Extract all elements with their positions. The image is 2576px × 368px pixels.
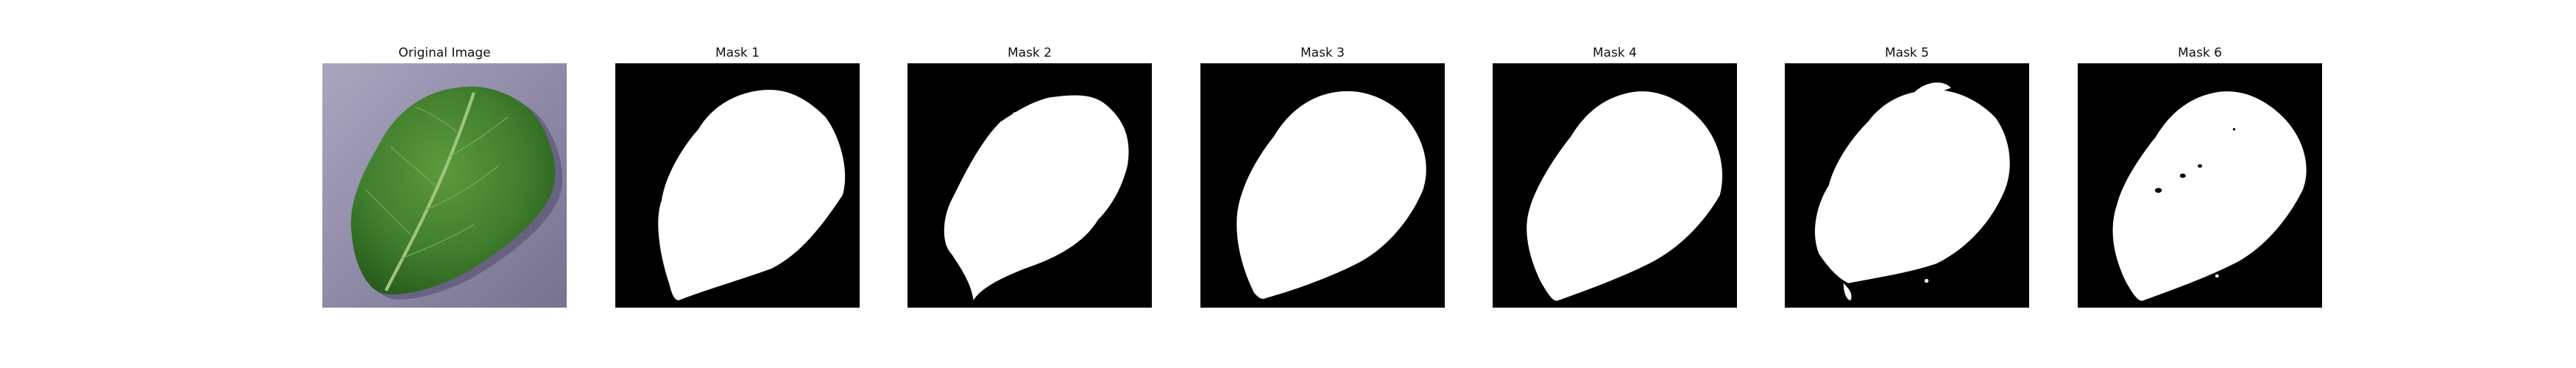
- panel-mask-2: Mask 2: [907, 44, 1152, 308]
- panel-title: Mask 5: [1884, 46, 1929, 60]
- panel-title: Mask 2: [1007, 46, 1052, 60]
- panel-title: Mask 4: [1592, 46, 1637, 60]
- panel-mask-1: Mask 1: [615, 44, 860, 308]
- original-leaf-photo: [322, 63, 567, 308]
- mask-4-image: [1493, 63, 1737, 308]
- panel-title: Mask 3: [1300, 46, 1345, 60]
- panel-mask-5: Mask 5: [1785, 44, 2029, 308]
- panel-mask-6: Mask 6: [2078, 44, 2322, 308]
- mask-3-image: [1200, 63, 1445, 308]
- panel-mask-3: Mask 3: [1200, 44, 1445, 308]
- mask-5-image: [1785, 63, 2029, 308]
- panel-title: Mask 6: [2177, 46, 2222, 60]
- panel-title: Original Image: [398, 46, 491, 60]
- panel-original-image: Original Image: [322, 44, 567, 308]
- mask-6-image: [2078, 63, 2322, 308]
- mask-2-image: [907, 63, 1152, 308]
- mask-1-image: [615, 63, 860, 308]
- panel-title: Mask 1: [715, 46, 760, 60]
- panel-mask-4: Mask 4: [1493, 44, 1737, 308]
